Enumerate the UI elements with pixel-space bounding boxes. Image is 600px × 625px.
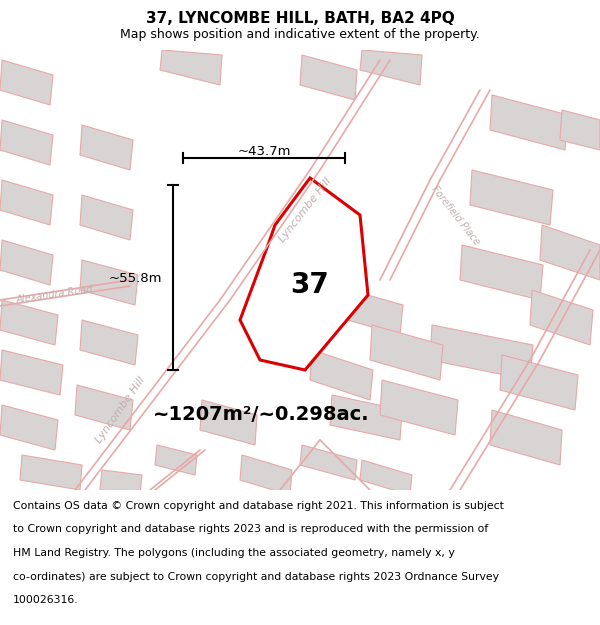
Polygon shape xyxy=(240,178,368,370)
Polygon shape xyxy=(240,455,292,495)
Text: Alexandra Road: Alexandra Road xyxy=(16,284,94,306)
Polygon shape xyxy=(160,50,222,85)
Text: ~43.7m: ~43.7m xyxy=(237,145,291,158)
Polygon shape xyxy=(360,50,422,85)
Text: 100026316.: 100026316. xyxy=(13,595,79,605)
Polygon shape xyxy=(380,380,458,435)
Polygon shape xyxy=(80,260,138,305)
Polygon shape xyxy=(20,455,82,490)
Text: ~1207m²/~0.298ac.: ~1207m²/~0.298ac. xyxy=(153,406,370,424)
Polygon shape xyxy=(370,325,443,380)
Text: Contains OS data © Crown copyright and database right 2021. This information is : Contains OS data © Crown copyright and d… xyxy=(13,501,504,511)
Text: 37, LYNCOMBE HILL, BATH, BA2 4PQ: 37, LYNCOMBE HILL, BATH, BA2 4PQ xyxy=(146,11,454,26)
Text: co-ordinates) are subject to Crown copyright and database rights 2023 Ordnance S: co-ordinates) are subject to Crown copyr… xyxy=(13,572,499,582)
Text: ~55.8m: ~55.8m xyxy=(109,271,162,284)
Text: to Crown copyright and database rights 2023 and is reproduced with the permissio: to Crown copyright and database rights 2… xyxy=(13,524,488,534)
Polygon shape xyxy=(0,405,58,450)
Polygon shape xyxy=(470,170,553,225)
Polygon shape xyxy=(80,195,133,240)
Polygon shape xyxy=(360,460,412,495)
Text: Lyncombe Hill: Lyncombe Hill xyxy=(94,375,146,445)
Polygon shape xyxy=(500,355,578,410)
Polygon shape xyxy=(80,320,138,365)
Polygon shape xyxy=(200,400,257,445)
Polygon shape xyxy=(330,395,402,440)
Polygon shape xyxy=(100,470,142,495)
Polygon shape xyxy=(0,240,53,285)
Polygon shape xyxy=(330,285,403,335)
Polygon shape xyxy=(0,180,53,225)
Polygon shape xyxy=(530,290,593,345)
Text: 37: 37 xyxy=(290,271,329,299)
Polygon shape xyxy=(155,445,197,475)
Polygon shape xyxy=(560,110,600,150)
Polygon shape xyxy=(0,60,53,105)
Text: Lyncombe Hill: Lyncombe Hill xyxy=(277,176,333,244)
Polygon shape xyxy=(300,445,357,480)
Polygon shape xyxy=(490,95,568,150)
Polygon shape xyxy=(0,350,63,395)
Polygon shape xyxy=(540,225,600,280)
Polygon shape xyxy=(430,325,533,380)
Text: HM Land Registry. The polygons (including the associated geometry, namely x, y: HM Land Registry. The polygons (includin… xyxy=(13,548,455,558)
Polygon shape xyxy=(460,245,543,300)
Polygon shape xyxy=(490,410,562,465)
Text: Map shows position and indicative extent of the property.: Map shows position and indicative extent… xyxy=(120,28,480,41)
Polygon shape xyxy=(75,385,133,430)
Polygon shape xyxy=(310,350,373,400)
Text: Forefield Place: Forefield Place xyxy=(429,184,481,246)
Polygon shape xyxy=(0,300,58,345)
Polygon shape xyxy=(300,55,357,100)
Polygon shape xyxy=(80,125,133,170)
Polygon shape xyxy=(0,120,53,165)
